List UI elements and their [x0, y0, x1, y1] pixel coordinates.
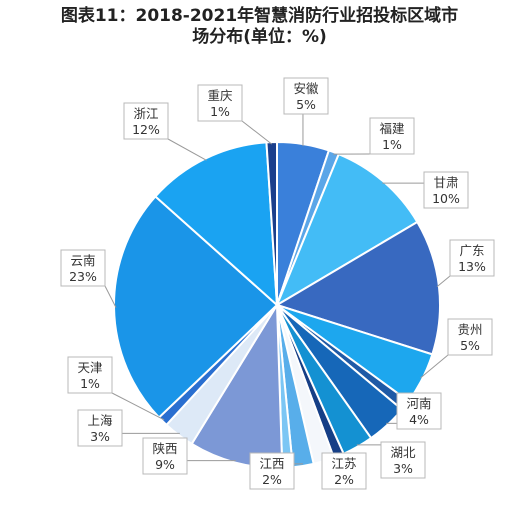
- data-label-box: [283, 77, 329, 115]
- chart-title: 图表11：2018-2021年智慧消防行业招投标区域市 场分布(单位：%): [0, 6, 519, 48]
- slice-2: [274, 152, 419, 308]
- category-label: 安徽: [293, 81, 319, 96]
- value-label: 3%: [393, 461, 413, 476]
- leader-line: [241, 120, 273, 145]
- chart-title-line-2: 场分布(单位：%): [192, 27, 327, 47]
- value-label: 5%: [460, 338, 480, 353]
- category-label: 云南: [70, 253, 95, 268]
- data-label-box: [60, 249, 106, 287]
- value-label: 2%: [262, 472, 282, 487]
- category-label: 浙江: [133, 106, 158, 121]
- pie-labels: 安徽5%福建1%甘肃10%广东13%贵州5%河南4%湖北3%江苏2%江西2%陕西…: [60, 77, 495, 490]
- value-label: 4%: [409, 412, 429, 427]
- category-label: 上海: [87, 413, 113, 428]
- data-label-box: [380, 441, 426, 479]
- data-label-box: [249, 452, 295, 490]
- category-label: 陕西: [152, 441, 177, 456]
- slice-17: [265, 140, 278, 306]
- leader-lines: [104, 114, 451, 465]
- value-label: 5%: [296, 97, 316, 112]
- value-label: 12%: [132, 122, 160, 137]
- category-label: 甘肃: [433, 175, 458, 190]
- category-label: 广东: [459, 243, 484, 258]
- category-label: 重庆: [207, 88, 233, 103]
- leader-line: [167, 138, 207, 161]
- category-label: 贵州: [457, 322, 482, 337]
- category-label: 湖北: [390, 445, 416, 460]
- data-label-box: [321, 452, 367, 490]
- value-label: 1%: [80, 376, 100, 391]
- data-label-box: [197, 84, 243, 122]
- value-label: 1%: [382, 137, 402, 152]
- value-label: 3%: [90, 429, 110, 444]
- leader-line: [104, 285, 117, 308]
- category-label: 河南: [406, 396, 431, 411]
- category-label: 江苏: [331, 456, 356, 471]
- slice-16: [153, 141, 279, 308]
- chart-title-line-1: 图表11：2018-2021年智慧消防行业招投标区域市: [60, 6, 459, 26]
- data-label-box: [449, 239, 495, 277]
- value-label: 9%: [155, 457, 175, 472]
- slice-3: [274, 220, 441, 356]
- data-label-box: [142, 437, 188, 475]
- category-label: 江西: [259, 456, 284, 471]
- data-label-box: [396, 392, 442, 430]
- value-label: 2%: [334, 472, 354, 487]
- leader-line: [436, 275, 451, 288]
- data-label-box: [369, 117, 415, 155]
- category-label: 福建: [379, 121, 405, 136]
- category-label: 天津: [77, 360, 102, 375]
- leader-line: [420, 354, 449, 379]
- value-label: 23%: [69, 269, 97, 284]
- value-label: 1%: [210, 104, 230, 119]
- data-label-box: [123, 102, 169, 140]
- value-label: 13%: [458, 259, 486, 274]
- slice-15: [113, 195, 279, 419]
- leader-line: [111, 392, 165, 421]
- data-label-box: [423, 171, 469, 209]
- data-label-box: [447, 318, 493, 356]
- data-label-box: [67, 356, 113, 394]
- value-label: 10%: [432, 191, 460, 206]
- data-label-box: [77, 409, 123, 447]
